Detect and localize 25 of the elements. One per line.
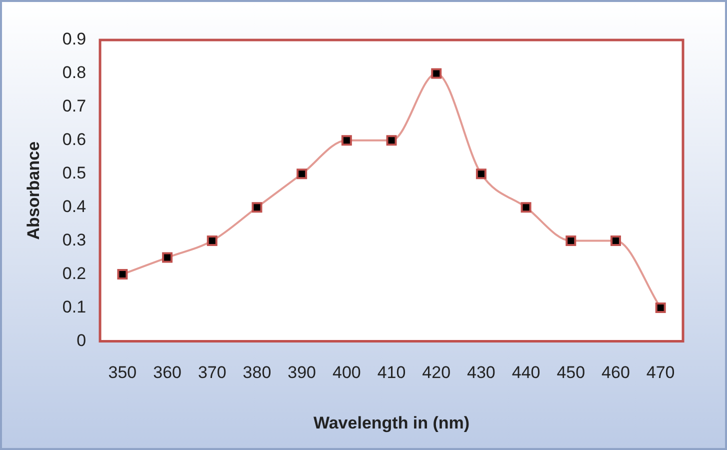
y-axis-title: Absorbance <box>24 141 43 240</box>
x-axis-title: Wavelength in (nm) <box>313 413 470 432</box>
x-tick-label: 450 <box>556 363 586 382</box>
x-tick-label: 430 <box>467 363 496 382</box>
y-tick-label: 0.1 <box>62 297 86 316</box>
y-tick-label: 0.5 <box>62 164 86 183</box>
y-tick-label: 0 <box>76 330 86 350</box>
x-tick-label: 380 <box>242 363 272 382</box>
x-tick-label: 350 <box>108 363 137 382</box>
x-tick-label: 470 <box>646 363 675 382</box>
x-tick-label: 360 <box>153 363 182 382</box>
y-tick-label: 0.8 <box>62 63 86 82</box>
y-tick-label: 0.7 <box>62 96 86 116</box>
y-tick-label: 0.4 <box>62 197 86 216</box>
x-tick-label: 410 <box>377 363 406 382</box>
x-tick-label: 460 <box>602 363 630 382</box>
x-tick-label: 390 <box>288 363 316 382</box>
x-tick-label: 440 <box>512 363 540 382</box>
y-tick-label: 0.2 <box>62 264 86 283</box>
x-tick-label: 420 <box>422 363 451 382</box>
y-tick-label: 0.6 <box>62 130 86 150</box>
x-tick-label: 400 <box>332 363 361 382</box>
x-tick-label: 370 <box>198 363 226 382</box>
y-tick-label: 0.9 <box>62 30 86 49</box>
y-tick-label: 0.3 <box>62 230 86 250</box>
